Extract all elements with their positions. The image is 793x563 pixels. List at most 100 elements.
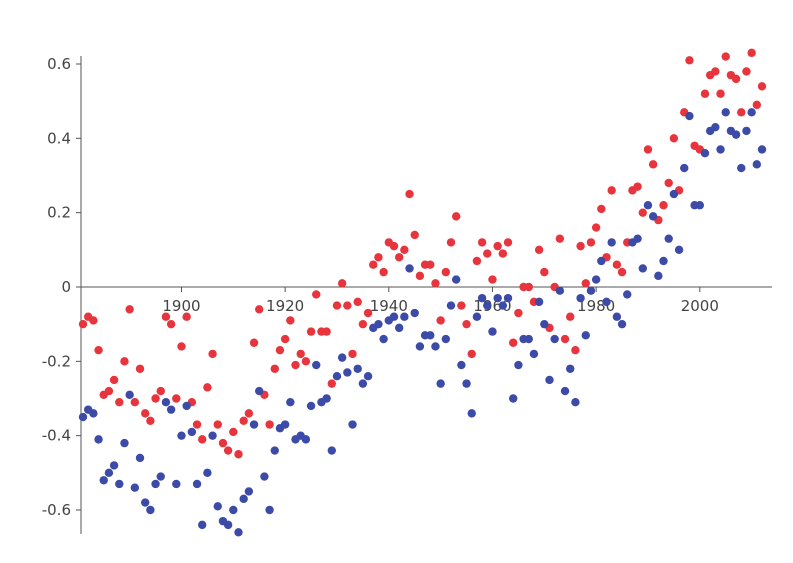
data-point — [353, 364, 362, 373]
series-0 — [78, 48, 767, 459]
data-point — [638, 264, 647, 273]
data-point — [140, 409, 150, 418]
data-point — [648, 160, 658, 169]
data-point — [571, 398, 580, 407]
data-point — [109, 375, 119, 385]
data-point — [301, 435, 311, 444]
data-point — [498, 301, 508, 310]
data-point — [260, 472, 269, 481]
data-point — [560, 386, 570, 396]
data-point — [244, 409, 254, 418]
data-point — [255, 305, 264, 314]
data-point — [436, 316, 445, 325]
data-point — [700, 89, 710, 98]
x-tick-label: 2000 — [681, 297, 719, 315]
data-point — [327, 446, 336, 455]
data-point — [659, 256, 668, 266]
data-point — [177, 431, 186, 440]
data-point — [306, 327, 316, 336]
data-point — [120, 357, 129, 366]
data-point — [721, 108, 730, 117]
data-point — [503, 238, 513, 247]
data-point — [509, 338, 518, 347]
data-point — [757, 145, 767, 154]
data-point — [156, 472, 165, 481]
data-point — [379, 334, 388, 344]
data-point — [389, 312, 399, 321]
data-point — [358, 379, 368, 388]
data-point — [265, 420, 274, 429]
data-point — [353, 297, 362, 307]
data-point — [249, 338, 259, 347]
data-point — [312, 360, 321, 370]
data-point — [172, 479, 181, 489]
data-point — [166, 405, 176, 414]
data-point — [540, 267, 549, 277]
data-point — [218, 438, 228, 448]
data-point — [312, 290, 321, 299]
data-point — [503, 293, 513, 303]
data-point — [192, 479, 202, 489]
data-point — [643, 201, 653, 210]
data-point — [431, 342, 440, 351]
data-point — [633, 182, 642, 191]
data-point — [140, 498, 150, 507]
data-point — [747, 108, 756, 117]
data-point — [426, 331, 435, 340]
data-point — [374, 319, 383, 329]
data-point — [566, 364, 575, 373]
data-point — [135, 364, 145, 373]
data-point — [477, 293, 487, 303]
axes — [80, 56, 772, 534]
y-tick-label: 0.2 — [47, 204, 71, 222]
data-point — [638, 208, 647, 217]
data-point — [291, 360, 300, 370]
data-point — [493, 293, 502, 303]
data-point — [648, 212, 658, 221]
data-point — [208, 349, 217, 359]
data-point — [462, 319, 471, 329]
data-point — [457, 301, 466, 310]
data-point — [198, 520, 207, 530]
data-point — [545, 375, 554, 385]
data-point — [389, 241, 399, 251]
data-point — [151, 394, 160, 403]
data-point — [255, 386, 264, 396]
data-point — [115, 398, 124, 407]
data-point — [322, 327, 331, 336]
data-point — [560, 334, 570, 344]
y-tick-label: -0.4 — [42, 427, 71, 445]
data-point — [104, 468, 114, 478]
data-point — [514, 360, 523, 370]
data-point — [493, 241, 502, 251]
data-point — [441, 267, 451, 277]
data-point — [229, 505, 238, 515]
data-point — [623, 290, 632, 299]
data-point — [555, 286, 565, 295]
data-point — [358, 319, 368, 329]
data-point — [337, 353, 347, 362]
data-point — [680, 163, 689, 173]
data-point — [135, 453, 145, 463]
data-point — [731, 130, 741, 139]
data-point — [700, 149, 710, 158]
data-point — [597, 204, 606, 214]
data-point — [752, 160, 762, 169]
data-point — [301, 357, 311, 366]
data-point — [415, 271, 425, 281]
data-point — [498, 249, 508, 258]
data-point — [410, 308, 419, 318]
data-point — [182, 401, 191, 411]
data-point — [576, 241, 585, 251]
data-point — [363, 372, 373, 381]
data-point — [602, 297, 611, 307]
data-point — [550, 334, 559, 344]
data-point — [400, 312, 409, 321]
data-point — [742, 67, 751, 76]
data-point — [612, 312, 622, 321]
data-point — [280, 334, 290, 344]
data-point — [488, 275, 497, 284]
data-point — [280, 420, 290, 429]
data-point — [332, 301, 342, 310]
